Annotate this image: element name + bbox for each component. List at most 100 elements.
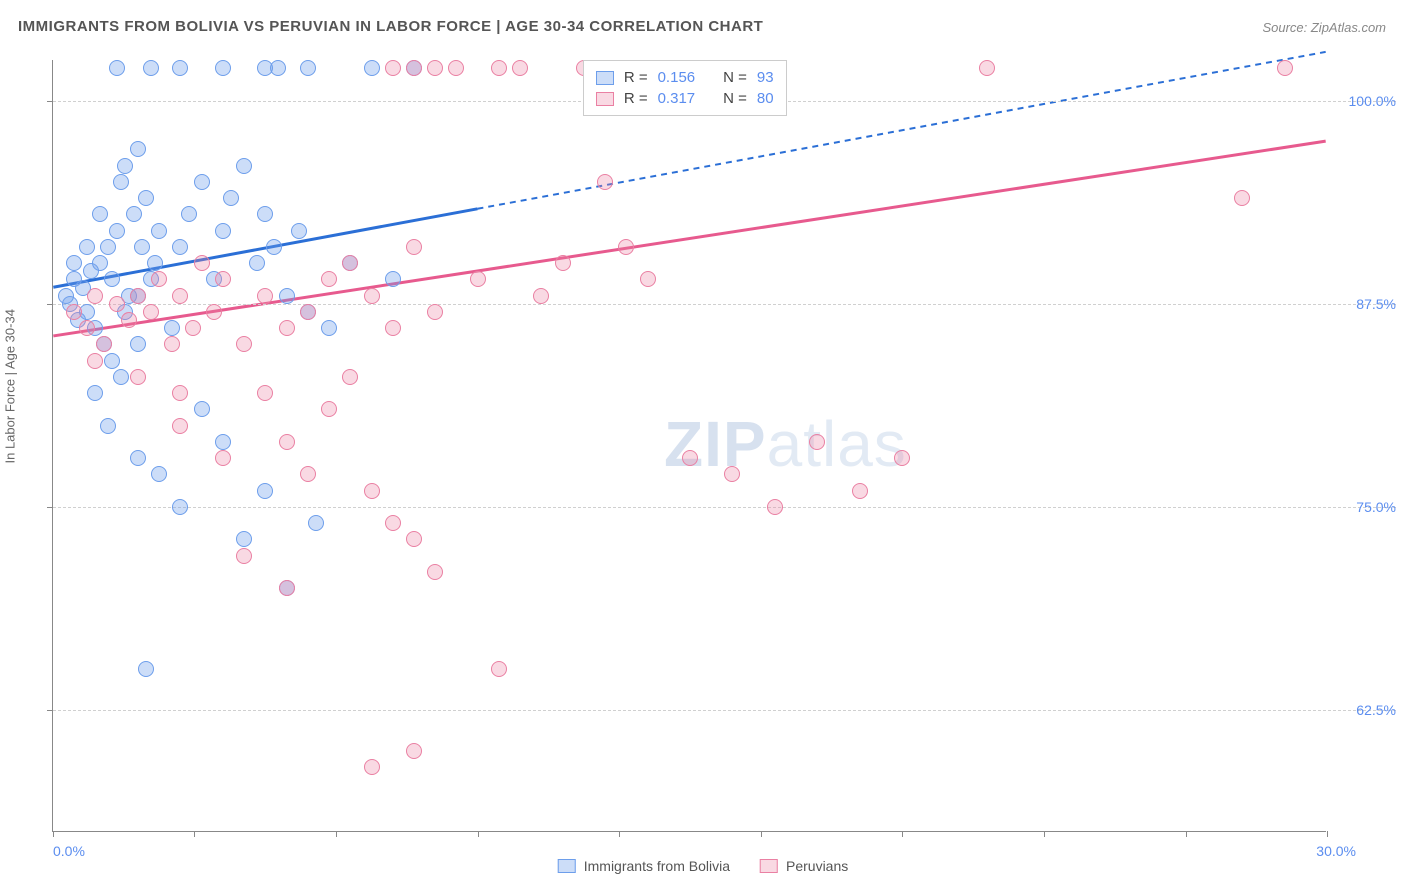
data-point	[151, 271, 167, 287]
legend-bottom-item: Peruvians	[760, 858, 848, 874]
data-point	[640, 271, 656, 287]
legend-r-value: 0.156	[658, 69, 696, 86]
data-point	[172, 288, 188, 304]
data-point	[385, 515, 401, 531]
x-tick	[902, 831, 903, 837]
data-point	[164, 336, 180, 352]
data-point	[597, 174, 613, 190]
data-point	[321, 320, 337, 336]
data-point	[236, 531, 252, 547]
data-point	[512, 60, 528, 76]
data-point	[279, 288, 295, 304]
data-point	[427, 304, 443, 320]
data-point	[143, 60, 159, 76]
plot-area: ZIPatlas 62.5%75.0%87.5%100.0%0.0%30.0%	[52, 60, 1326, 832]
y-tick	[47, 710, 53, 711]
legend-swatch	[760, 859, 778, 873]
y-axis-label: In Labor Force | Age 30-34	[3, 309, 18, 463]
data-point	[126, 206, 142, 222]
data-point	[279, 434, 295, 450]
data-point	[79, 239, 95, 255]
data-point	[427, 60, 443, 76]
data-point	[364, 483, 380, 499]
data-point	[147, 255, 163, 271]
data-point	[143, 304, 159, 320]
trend-lines-svg	[53, 60, 1326, 831]
data-point	[66, 255, 82, 271]
data-point	[104, 353, 120, 369]
data-point	[181, 206, 197, 222]
data-point	[151, 223, 167, 239]
data-point	[138, 190, 154, 206]
data-point	[223, 190, 239, 206]
data-point	[215, 60, 231, 76]
data-point	[87, 353, 103, 369]
data-point	[491, 661, 507, 677]
data-point	[206, 304, 222, 320]
data-point	[215, 223, 231, 239]
data-point	[724, 466, 740, 482]
legend-swatch	[596, 92, 614, 106]
data-point	[406, 531, 422, 547]
data-point	[130, 141, 146, 157]
data-point	[96, 336, 112, 352]
data-point	[130, 288, 146, 304]
data-point	[385, 320, 401, 336]
data-point	[236, 336, 252, 352]
data-point	[364, 60, 380, 76]
y-tick	[47, 304, 53, 305]
data-point	[172, 60, 188, 76]
data-point	[385, 60, 401, 76]
data-point	[257, 385, 273, 401]
x-tick	[1327, 831, 1328, 837]
data-point	[113, 174, 129, 190]
data-point	[194, 174, 210, 190]
data-point	[364, 759, 380, 775]
data-point	[121, 312, 137, 328]
data-point	[66, 304, 82, 320]
legend-series-label: Peruvians	[786, 858, 848, 874]
x-tick-label-min: 0.0%	[53, 843, 85, 859]
gridline	[53, 304, 1396, 305]
legend-series-label: Immigrants from Bolivia	[584, 858, 730, 874]
legend-n-label: N =	[723, 90, 747, 107]
y-tick	[47, 101, 53, 102]
data-point	[342, 369, 358, 385]
data-point	[364, 288, 380, 304]
legend-r-label: R =	[624, 90, 648, 107]
data-point	[109, 223, 125, 239]
x-tick-label-max: 30.0%	[1316, 843, 1356, 859]
x-tick	[1044, 831, 1045, 837]
data-point	[406, 60, 422, 76]
data-point	[92, 255, 108, 271]
data-point	[100, 239, 116, 255]
y-tick-label: 75.0%	[1356, 499, 1396, 515]
x-tick	[194, 831, 195, 837]
data-point	[117, 158, 133, 174]
data-point	[151, 466, 167, 482]
data-point	[257, 288, 273, 304]
data-point	[300, 304, 316, 320]
data-point	[249, 255, 265, 271]
data-point	[321, 401, 337, 417]
legend-n-value: 93	[757, 69, 774, 86]
data-point	[491, 60, 507, 76]
chart-title: IMMIGRANTS FROM BOLIVIA VS PERUVIAN IN L…	[18, 18, 763, 35]
data-point	[257, 483, 273, 499]
legend-bottom: Immigrants from Bolivia Peruvians	[558, 858, 849, 874]
gridline	[53, 710, 1396, 711]
data-point	[555, 255, 571, 271]
data-point	[172, 385, 188, 401]
data-point	[1234, 190, 1250, 206]
y-tick-label: 62.5%	[1356, 702, 1396, 718]
data-point	[1277, 60, 1293, 76]
y-tick-label: 100.0%	[1349, 93, 1396, 109]
data-point	[134, 239, 150, 255]
legend-r-value: 0.317	[658, 90, 696, 107]
x-tick	[53, 831, 54, 837]
data-point	[300, 60, 316, 76]
data-point	[138, 661, 154, 677]
data-point	[215, 434, 231, 450]
data-point	[406, 743, 422, 759]
legend-bottom-item: Immigrants from Bolivia	[558, 858, 730, 874]
